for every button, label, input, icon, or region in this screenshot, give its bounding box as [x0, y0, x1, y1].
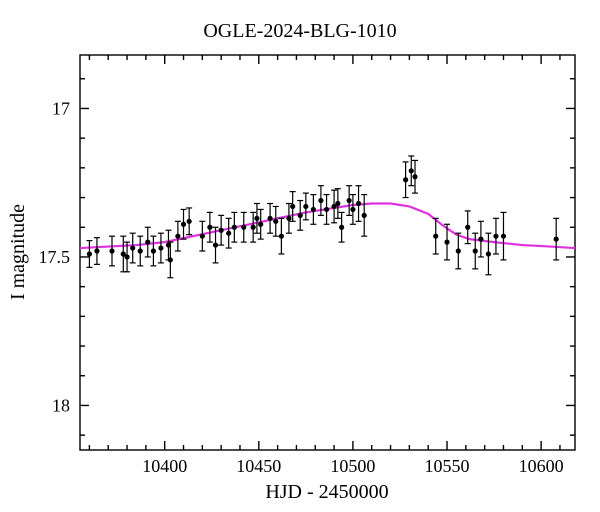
error-bars	[86, 156, 559, 278]
svg-text:10600: 10600	[519, 456, 564, 476]
svg-text:18: 18	[52, 395, 70, 415]
x-axis-label: HJD - 2450000	[265, 481, 388, 503]
x-ticks: 10400 10450 10500 10550 10600	[89, 55, 563, 476]
svg-text:10400: 10400	[142, 456, 187, 476]
svg-text:10550: 10550	[425, 456, 470, 476]
chart-title: OGLE-2024-BLG-1010	[203, 20, 396, 42]
svg-text:17: 17	[52, 98, 70, 118]
y-ticks: 17 17.5 18	[39, 79, 576, 435]
svg-text:10500: 10500	[330, 456, 375, 476]
svg-text:17.5: 17.5	[39, 247, 71, 267]
svg-text:10450: 10450	[236, 456, 281, 476]
y-axis-label: I magnitude	[7, 204, 29, 300]
